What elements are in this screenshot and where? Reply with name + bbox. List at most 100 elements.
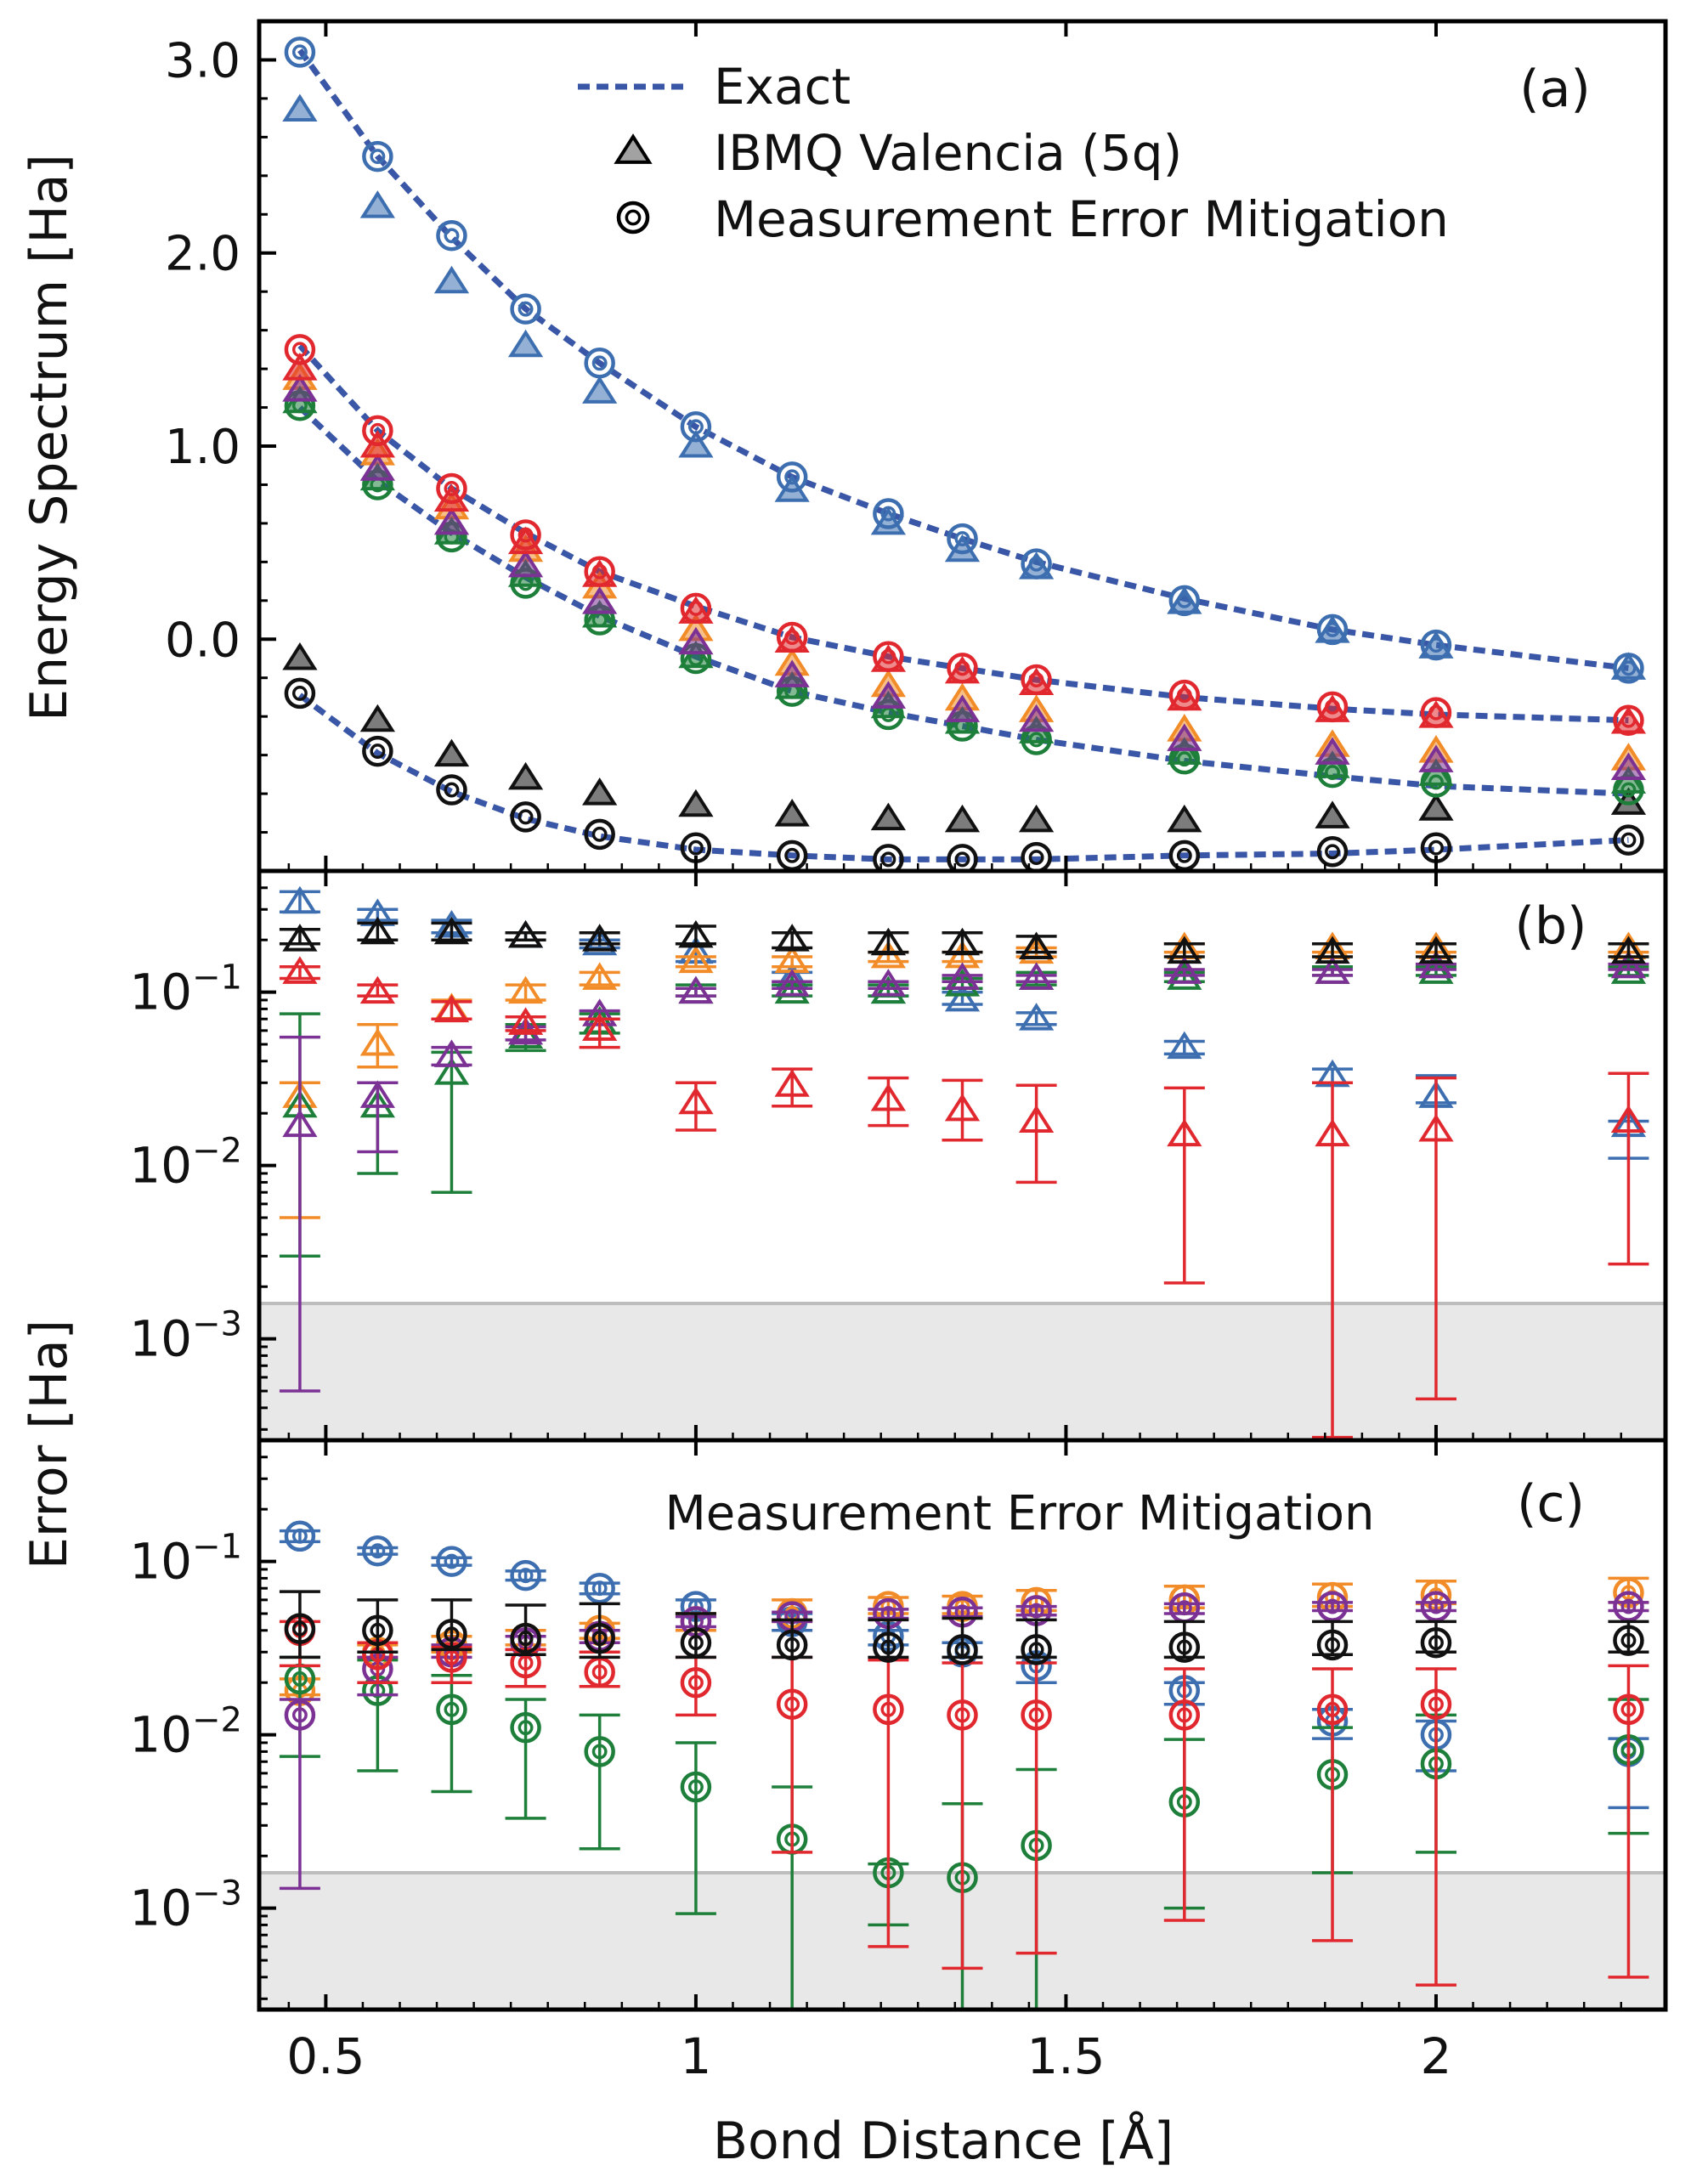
x-axis-label: Bond Distance [Å] bbox=[713, 2111, 1174, 2171]
legend-raw-swatch bbox=[614, 133, 653, 164]
error-marker-black bbox=[776, 1629, 808, 1661]
y-axis-label-energy: Energy Spectrum [Ha] bbox=[20, 154, 79, 721]
mitigated-marker-black bbox=[584, 818, 615, 851]
error-marker-red-inner bbox=[1428, 1696, 1444, 1712]
error-marker-red bbox=[870, 1083, 907, 1111]
raw-marker-blue bbox=[582, 376, 618, 404]
mitigated-marker-black bbox=[947, 844, 978, 871]
panel-b: 10−3 10−2 10−1 (b) bbox=[129, 868, 1668, 1443]
error-marker-red-inner bbox=[687, 1675, 704, 1691]
mitigated-marker-blue bbox=[1420, 629, 1452, 661]
mitigated-marker-black-inner bbox=[1620, 832, 1637, 848]
y-tick-label: 3.0 bbox=[165, 33, 240, 88]
mitigated-marker-black bbox=[362, 735, 393, 767]
y-tick-label: 10−1 bbox=[129, 958, 242, 1021]
error-marker-purple bbox=[359, 1080, 396, 1108]
mitigated-marker-blue bbox=[1613, 653, 1644, 684]
error-marker-red-inner bbox=[444, 1649, 460, 1665]
raw-marker-purple bbox=[1315, 737, 1350, 765]
x-tick-label: 0.5 bbox=[286, 2027, 365, 2085]
error-marker-red bbox=[873, 1693, 904, 1726]
error-marker-black bbox=[433, 916, 470, 945]
exact-curve-E3 bbox=[297, 48, 1629, 671]
mitigated-marker-black-inner bbox=[880, 851, 896, 868]
mitigated-marker-black-inner bbox=[291, 685, 308, 701]
error-marker-green bbox=[584, 1736, 615, 1767]
error-marker-green bbox=[870, 975, 907, 1004]
mitigated-marker-red-inner bbox=[517, 527, 534, 543]
error-marker-black bbox=[1168, 1631, 1201, 1663]
y-tick-label: 10−2 bbox=[129, 1132, 242, 1195]
mitigated-marker-red bbox=[1613, 704, 1644, 736]
mitigated-marker-red-inner bbox=[444, 481, 460, 496]
error-marker-purple-inner bbox=[1428, 1598, 1444, 1614]
error-marker-black-inner bbox=[954, 1642, 970, 1658]
error-marker-black bbox=[947, 1634, 978, 1665]
mitigated-marker-black bbox=[284, 677, 316, 710]
error-marker-blue bbox=[436, 1546, 467, 1577]
raw-marker-black bbox=[582, 777, 618, 806]
error-marker-blue bbox=[282, 885, 318, 914]
y-tick-label: 1.0 bbox=[165, 420, 240, 475]
mitigated-marker-blue-inner bbox=[370, 149, 386, 165]
mitigated-marker-red bbox=[436, 472, 467, 505]
error-marker-black bbox=[284, 1613, 316, 1644]
error-marker-black-inner bbox=[1028, 1642, 1044, 1658]
exact-curve-E2 bbox=[297, 343, 1629, 724]
error-marker-blue-inner bbox=[517, 1568, 534, 1584]
mitigated-marker-black-inner bbox=[784, 847, 800, 863]
error-marker-red bbox=[1018, 1105, 1055, 1134]
error-marker-red bbox=[282, 956, 318, 984]
y-axis-label-error: Error [Ha] bbox=[20, 1320, 79, 1569]
error-marker-black bbox=[584, 1622, 615, 1654]
mitigated-marker-blue bbox=[776, 461, 808, 493]
error-marker-black bbox=[1610, 936, 1647, 964]
raw-marker-purple bbox=[359, 453, 396, 481]
error-marker-purple bbox=[1167, 956, 1202, 984]
error-marker-red-inner bbox=[784, 1696, 800, 1712]
error-marker-red bbox=[1418, 1113, 1454, 1142]
error-marker-purple-inner bbox=[1176, 1600, 1192, 1616]
mitigated-marker-red-inner bbox=[1028, 672, 1044, 687]
mitigated-marker-blue-inner bbox=[1176, 592, 1192, 608]
error-marker-green bbox=[944, 969, 981, 997]
error-marker-black-inner bbox=[784, 1637, 800, 1653]
mitigated-marker-black-inner bbox=[1428, 840, 1444, 856]
x-tick-label: 2 bbox=[1421, 2027, 1452, 2085]
error-marker-red bbox=[1168, 1699, 1201, 1731]
raw-marker-black bbox=[870, 802, 907, 831]
y-tick-label: 0.0 bbox=[165, 613, 240, 668]
error-marker-black bbox=[1420, 1626, 1452, 1659]
error-marker-red bbox=[1610, 1105, 1647, 1134]
mitigated-marker-black-inner bbox=[687, 840, 704, 856]
raw-marker-black bbox=[944, 804, 981, 833]
error-marker-orange bbox=[1018, 936, 1055, 964]
plot-area-b bbox=[259, 885, 1666, 1440]
mitigated-marker-blue-inner bbox=[1325, 621, 1340, 637]
error-marker-black bbox=[436, 1619, 467, 1650]
error-marker-black bbox=[582, 924, 618, 952]
raw-marker-purple bbox=[870, 681, 907, 709]
error-marker-black bbox=[507, 919, 544, 948]
error-marker-blue-inner bbox=[591, 1580, 608, 1597]
raw-marker-purple bbox=[1167, 723, 1202, 751]
mitigated-marker-red-inner bbox=[291, 342, 308, 358]
mitigated-marker-blue bbox=[680, 411, 712, 443]
error-marker-green bbox=[680, 1771, 712, 1803]
mitigated-marker-red-inner bbox=[1176, 687, 1192, 704]
mitigated-marker-blue-inner bbox=[1620, 660, 1637, 676]
error-marker-red bbox=[678, 1086, 714, 1115]
error-marker-red bbox=[680, 1666, 712, 1699]
error-marker-purple bbox=[678, 975, 714, 1004]
raw-marker-black bbox=[678, 789, 714, 817]
error-marker-green-inner bbox=[517, 1720, 534, 1736]
shared-axes: Energy Spectrum [Ha] Error [Ha] Bond Dis… bbox=[20, 154, 1451, 2171]
error-marker-red-inner bbox=[1620, 1701, 1637, 1717]
legend-mitigated-swatch bbox=[616, 201, 650, 235]
mitigated-marker-red bbox=[873, 641, 904, 672]
raw-marker-black bbox=[282, 642, 318, 670]
error-marker-red bbox=[433, 994, 470, 1023]
mitigated-marker-blue-inner bbox=[1028, 556, 1044, 572]
mitigated-marker-red-inner bbox=[1620, 712, 1637, 728]
raw-marker-black bbox=[774, 799, 810, 827]
